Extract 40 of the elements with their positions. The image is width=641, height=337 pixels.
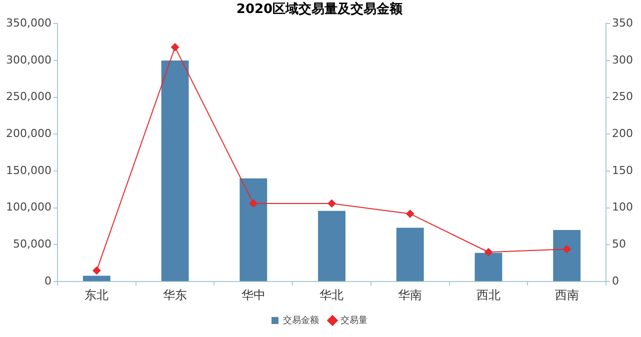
point <box>406 210 414 218</box>
bar <box>396 228 424 282</box>
y-tick-label: 300,000 <box>6 53 52 66</box>
y-tick-label: 150,000 <box>6 164 52 177</box>
x-tick-label: 华北 <box>320 288 344 302</box>
y-tick-label: 0 <box>44 274 52 288</box>
bar <box>474 252 502 282</box>
x-tick-label: 东北 <box>84 288 109 302</box>
legend-label: 交易量 <box>340 314 368 326</box>
x-tick-label: 华南 <box>398 288 422 302</box>
y-tick-label: 200,000 <box>6 127 52 140</box>
chart-title: 2020区域交易量及交易金额 <box>236 1 404 18</box>
legend-label: 交易金额 <box>283 314 319 326</box>
point <box>92 266 101 275</box>
y2-tick-label: 350 <box>612 16 634 30</box>
y-tick-label: 250,000 <box>6 90 52 104</box>
y-tick-label: 50,000 <box>12 238 52 251</box>
x-tick-label: 华中 <box>241 288 266 302</box>
y2-tick-label: 100 <box>612 200 634 214</box>
point <box>328 199 336 208</box>
bar <box>161 60 189 282</box>
y2-tick-label: 250 <box>612 90 634 104</box>
bar <box>318 210 346 282</box>
point <box>171 43 180 52</box>
x-tick-label: 西南 <box>554 288 579 302</box>
bar <box>240 178 268 282</box>
point <box>249 199 258 208</box>
x-tick-label: 华东 <box>163 288 188 302</box>
y-tick-label: 100,000 <box>6 200 52 214</box>
y-tick-label: 350,000 <box>6 16 52 30</box>
y2-tick-label: 200 <box>612 127 634 140</box>
y2-tick-label: 0 <box>612 274 620 288</box>
y2-tick-label: 300 <box>612 53 634 66</box>
bar <box>553 230 581 282</box>
y2-tick-label: 50 <box>612 238 626 251</box>
bar <box>82 276 110 282</box>
point <box>484 248 492 256</box>
point <box>562 245 571 254</box>
x-tick-label: 西北 <box>476 288 500 302</box>
y2-tick-label: 150 <box>612 164 634 177</box>
